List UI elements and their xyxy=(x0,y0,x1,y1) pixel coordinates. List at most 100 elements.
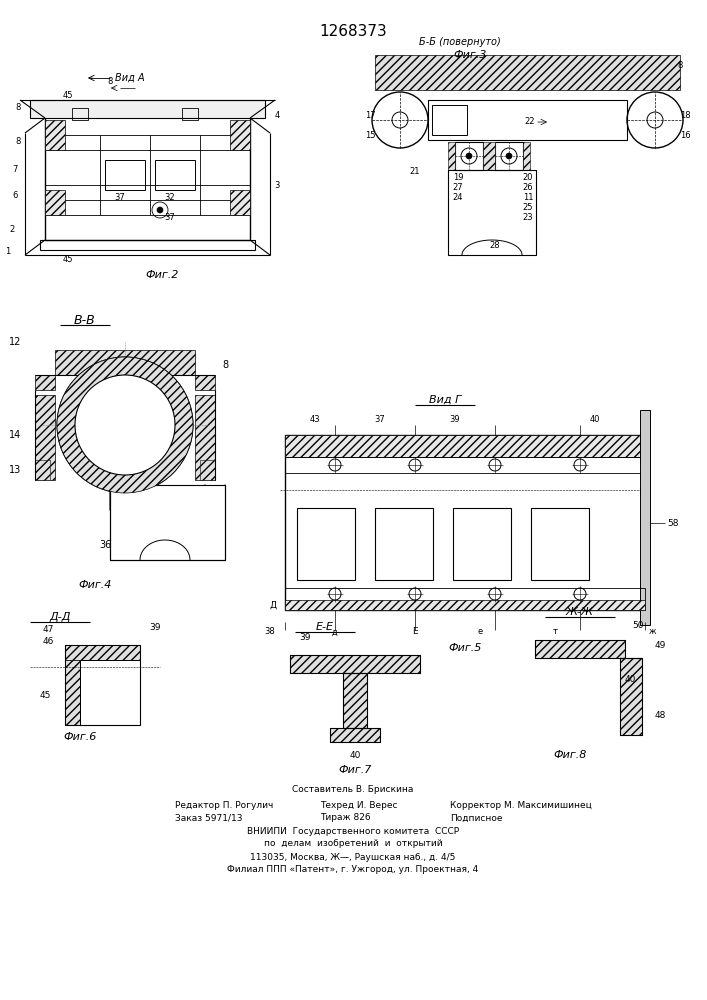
Text: 40: 40 xyxy=(349,750,361,760)
Bar xyxy=(35,395,55,480)
Text: д: д xyxy=(332,628,338,637)
Text: 46: 46 xyxy=(42,638,54,647)
Circle shape xyxy=(466,153,472,159)
Text: 39: 39 xyxy=(299,633,311,642)
Text: Вид Г: Вид Г xyxy=(429,395,461,405)
Circle shape xyxy=(57,357,193,493)
Text: по  делам  изобретений  и  открытий: по делам изобретений и открытий xyxy=(264,840,443,848)
Bar xyxy=(523,142,530,170)
Bar xyxy=(110,485,225,560)
Text: Фиг.7: Фиг.7 xyxy=(339,765,372,775)
Text: 28: 28 xyxy=(490,240,501,249)
Bar xyxy=(330,728,380,742)
Text: 4: 4 xyxy=(274,110,280,119)
Text: Фиг.8: Фиг.8 xyxy=(554,750,587,760)
Bar xyxy=(230,120,250,150)
Text: 32: 32 xyxy=(165,194,175,202)
Text: 25: 25 xyxy=(522,204,533,213)
Bar xyxy=(45,190,65,215)
Circle shape xyxy=(75,375,175,475)
Text: Фиг.2: Фиг.2 xyxy=(146,270,179,280)
Bar xyxy=(285,435,645,457)
Bar xyxy=(182,108,198,120)
Text: Заказ 5971/13: Заказ 5971/13 xyxy=(175,814,243,822)
Text: 45: 45 xyxy=(63,255,74,264)
Text: 2: 2 xyxy=(9,226,15,234)
Text: Редактор П. Рогулич: Редактор П. Рогулич xyxy=(175,800,273,810)
Text: 13: 13 xyxy=(9,465,21,475)
Text: Техред И. Верес: Техред И. Верес xyxy=(320,800,397,810)
Text: 16: 16 xyxy=(679,130,690,139)
Text: 36: 36 xyxy=(99,540,111,550)
Bar xyxy=(65,645,140,725)
Bar xyxy=(483,142,495,170)
Bar xyxy=(35,375,55,390)
Bar xyxy=(195,375,215,390)
Bar xyxy=(65,660,80,725)
Text: 21: 21 xyxy=(410,167,420,176)
Text: 8: 8 xyxy=(107,78,112,87)
Text: Фиг.6: Фиг.6 xyxy=(64,732,97,742)
Bar xyxy=(453,508,511,580)
Bar xyxy=(375,55,680,90)
Text: 1268373: 1268373 xyxy=(319,24,387,39)
Text: Фиг.3: Фиг.3 xyxy=(453,50,486,60)
Circle shape xyxy=(57,357,193,493)
Text: 113035, Москва, Ж—̵̵, Раушская наб., д. 4/5: 113035, Москва, Ж—̵̵, Раушская наб., д. … xyxy=(250,852,456,861)
Text: Д: Д xyxy=(269,600,276,609)
Bar xyxy=(343,673,367,728)
Text: Составитель В. Брискина: Составитель В. Брискина xyxy=(292,786,414,794)
Bar xyxy=(535,640,625,658)
Bar xyxy=(330,728,380,742)
Text: Ж-Ж: Ж-Ж xyxy=(566,607,594,617)
Text: 49: 49 xyxy=(654,641,666,650)
Text: 40: 40 xyxy=(590,416,600,424)
Text: Е: Е xyxy=(412,628,418,637)
Bar xyxy=(495,142,523,170)
Text: 23: 23 xyxy=(522,214,533,223)
Bar xyxy=(375,508,433,580)
Bar xyxy=(155,160,195,190)
Text: 40: 40 xyxy=(624,676,636,684)
Text: 8: 8 xyxy=(677,60,683,70)
Text: 38: 38 xyxy=(264,628,275,637)
Bar xyxy=(455,142,483,170)
Bar xyxy=(531,508,589,580)
Bar xyxy=(343,673,367,728)
Text: 6: 6 xyxy=(12,190,18,200)
Bar xyxy=(45,120,65,150)
Bar xyxy=(40,240,255,250)
Bar xyxy=(45,110,250,240)
Text: Филиал ППП «Патент», г. Ужгород, ул. Проектная, 4: Филиал ППП «Патент», г. Ужгород, ул. Про… xyxy=(228,865,479,874)
Text: В-В: В-В xyxy=(74,314,96,326)
Text: Тираж 826: Тираж 826 xyxy=(320,814,370,822)
Text: Е-Е: Е-Е xyxy=(316,622,334,632)
Bar xyxy=(428,100,627,140)
Bar xyxy=(448,142,455,170)
Text: 47: 47 xyxy=(42,626,54,635)
Text: Д-Д: Д-Д xyxy=(49,612,71,622)
Bar xyxy=(285,588,645,610)
Bar xyxy=(195,395,215,480)
Bar xyxy=(55,350,195,375)
Text: ВНИИПИ  Государственного комитета  СССР: ВНИИПИ Государственного комитета СССР xyxy=(247,826,459,836)
Text: 15: 15 xyxy=(365,130,375,139)
Text: 3: 3 xyxy=(274,180,280,190)
Bar xyxy=(620,658,642,735)
Bar xyxy=(285,435,645,610)
Bar xyxy=(432,105,467,135)
Text: 37: 37 xyxy=(165,214,175,223)
Text: 22: 22 xyxy=(525,117,535,126)
Text: Фиг.5: Фиг.5 xyxy=(448,643,481,653)
Text: е: е xyxy=(477,628,483,637)
Text: 11: 11 xyxy=(522,194,533,202)
Bar xyxy=(620,658,642,735)
Bar xyxy=(200,460,215,480)
Bar xyxy=(230,190,250,215)
Text: 37: 37 xyxy=(375,416,385,424)
Text: 12: 12 xyxy=(8,337,21,347)
Text: 58: 58 xyxy=(667,518,679,528)
Bar xyxy=(285,457,645,473)
Text: Корректор М. Максимишинец: Корректор М. Максимишинец xyxy=(450,800,592,810)
Text: 20: 20 xyxy=(522,174,533,182)
